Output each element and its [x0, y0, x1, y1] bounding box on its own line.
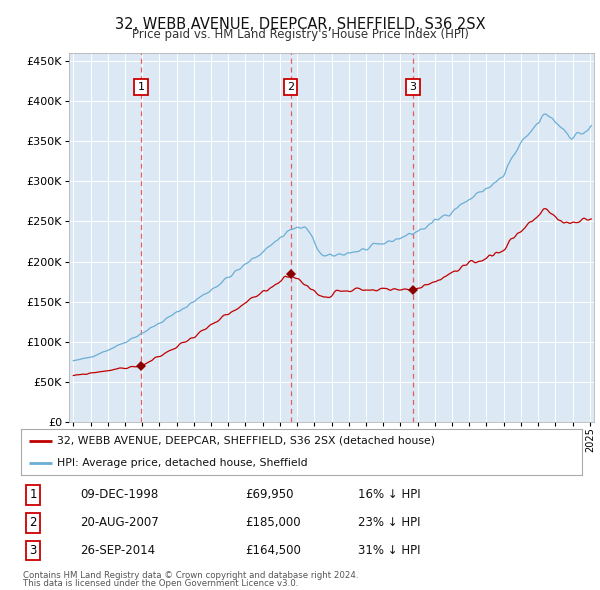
Text: 2: 2 — [29, 516, 37, 529]
Text: £164,500: £164,500 — [245, 544, 301, 557]
Text: 3: 3 — [29, 544, 37, 557]
Text: 23% ↓ HPI: 23% ↓ HPI — [358, 516, 420, 529]
Text: 26-SEP-2014: 26-SEP-2014 — [80, 544, 155, 557]
Text: 20-AUG-2007: 20-AUG-2007 — [80, 516, 158, 529]
Text: 09-DEC-1998: 09-DEC-1998 — [80, 489, 158, 502]
Text: 2: 2 — [287, 82, 295, 92]
Text: 32, WEBB AVENUE, DEEPCAR, SHEFFIELD, S36 2SX: 32, WEBB AVENUE, DEEPCAR, SHEFFIELD, S36… — [115, 17, 485, 31]
Text: £185,000: £185,000 — [245, 516, 301, 529]
Text: 32, WEBB AVENUE, DEEPCAR, SHEFFIELD, S36 2SX (detached house): 32, WEBB AVENUE, DEEPCAR, SHEFFIELD, S36… — [58, 436, 436, 446]
Text: Contains HM Land Registry data © Crown copyright and database right 2024.: Contains HM Land Registry data © Crown c… — [23, 571, 358, 579]
Text: 16% ↓ HPI: 16% ↓ HPI — [358, 489, 420, 502]
Text: 3: 3 — [410, 82, 416, 92]
Text: £69,950: £69,950 — [245, 489, 294, 502]
Text: 1: 1 — [29, 489, 37, 502]
Text: Price paid vs. HM Land Registry's House Price Index (HPI): Price paid vs. HM Land Registry's House … — [131, 28, 469, 41]
Text: HPI: Average price, detached house, Sheffield: HPI: Average price, detached house, Shef… — [58, 458, 308, 468]
Text: 31% ↓ HPI: 31% ↓ HPI — [358, 544, 420, 557]
Text: 1: 1 — [137, 82, 145, 92]
Text: This data is licensed under the Open Government Licence v3.0.: This data is licensed under the Open Gov… — [23, 579, 298, 588]
